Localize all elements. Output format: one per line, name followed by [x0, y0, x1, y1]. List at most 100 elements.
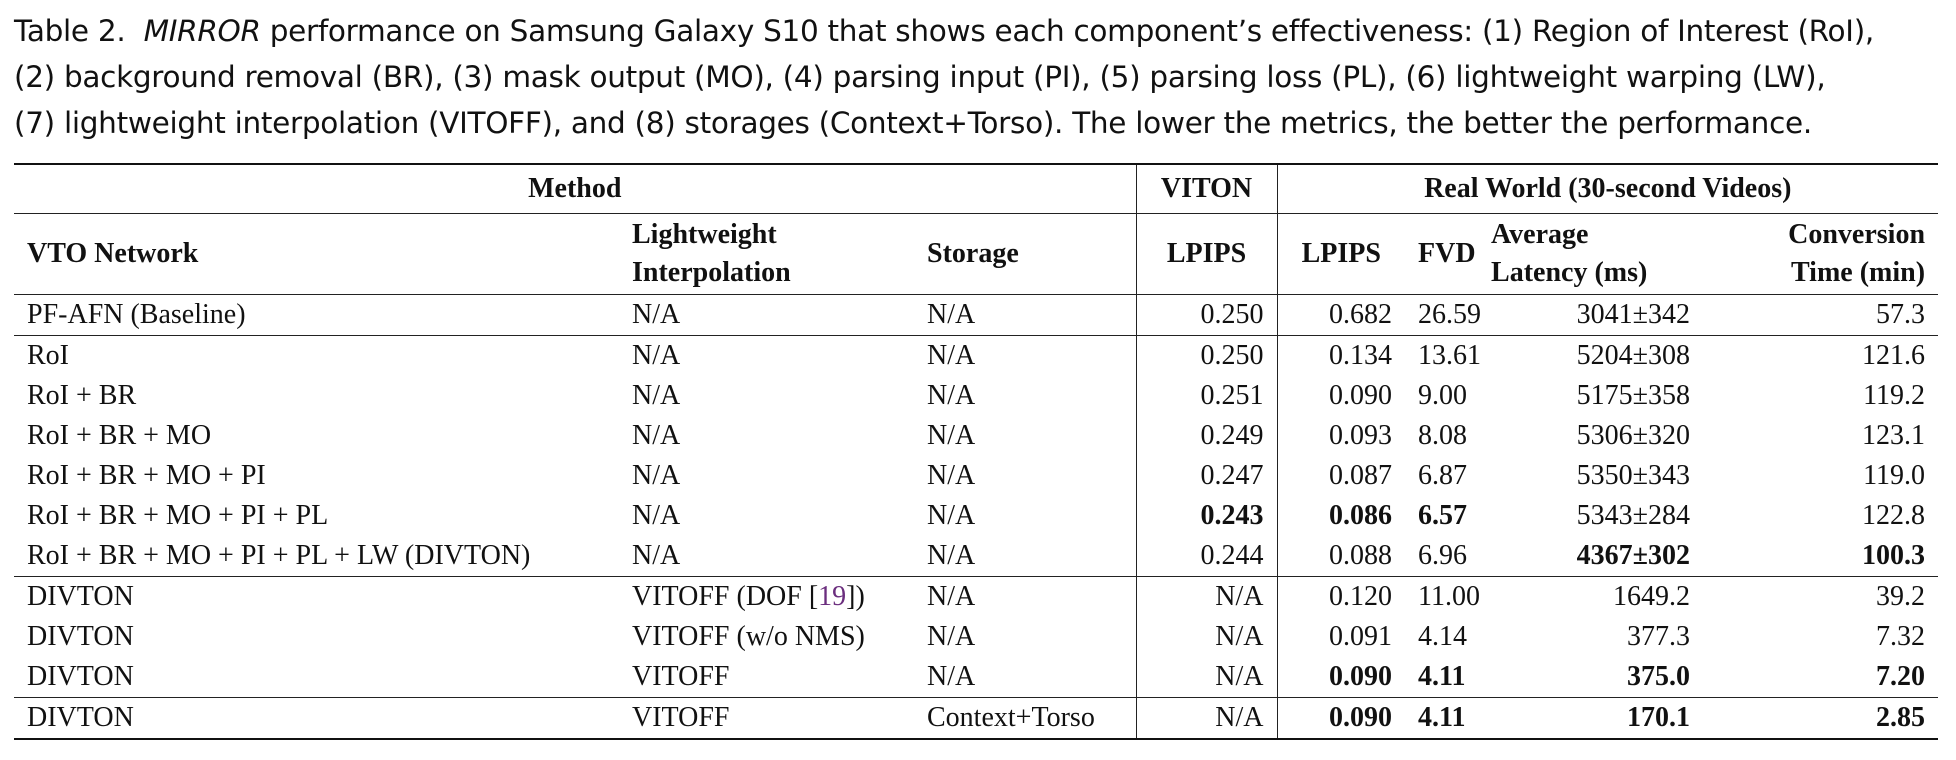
cell-real-lpips: 0.086 [1329, 500, 1393, 531]
cell-fvd: 6.57 [1418, 500, 1468, 531]
cell-conversion-time: 2.85 [1703, 697, 1939, 740]
col-conversion-time: Conversion Time (min) [1703, 213, 1939, 295]
cell-vto-network: DIVTON [27, 661, 134, 692]
group-method-header: Method [14, 163, 1137, 214]
cell-storage: N/A [914, 576, 1137, 617]
cell-interpolation: N/A [619, 294, 914, 336]
cell-fvd: 11.00 [1405, 576, 1480, 617]
cell-real-lpips: 0.087 [1329, 460, 1393, 491]
cell-fvd: 8.08 [1418, 420, 1468, 451]
table-row: DIVTON VITOFF (w/o NMS) N/A N/A 0.091 4.… [14, 617, 1938, 657]
cell-latency: 4367±302 [1576, 540, 1691, 571]
cell-conversion-time: 121.6 [1703, 335, 1939, 376]
cell-interpolation: N/A [632, 420, 681, 451]
cell-conversion-time: 123.1 [1862, 420, 1926, 451]
cell-real-lpips: 0.134 [1277, 335, 1406, 376]
cell-storage: N/A [914, 496, 1137, 536]
cell-conversion-time: 119.2 [1863, 380, 1926, 411]
cell-fvd: 4.14 [1418, 621, 1468, 652]
cell-vto-network: RoI + BR + MO + PI [27, 460, 266, 491]
cell-storage: N/A [914, 456, 1137, 496]
cell-interpolation: N/A [619, 335, 914, 376]
cell-fvd: 6.87 [1418, 460, 1468, 491]
cell-real-lpips: 0.682 [1277, 294, 1406, 336]
header-group-row: Method VITON Real World (30-second Video… [14, 163, 1939, 214]
cell-latency: 5350±343 [1576, 460, 1691, 491]
caption-system-name: MIRROR [143, 14, 261, 48]
col-real-lpips: LPIPS [1277, 213, 1406, 295]
cell-fvd: 4.11 [1418, 661, 1466, 692]
results-table: Method VITON Real World (30-second Video… [14, 163, 1939, 740]
cell-vto-network: DIVTON [14, 697, 619, 740]
col-average-latency: Average Latency (ms) [1478, 213, 1704, 295]
cell-interpolation: VITOFF [619, 697, 914, 740]
cell-real-lpips: 0.090 [1329, 380, 1393, 411]
caption-line-1: Table 2. MIRROR performance on Samsung G… [14, 8, 1944, 54]
cell-conversion-time: 7.20 [1876, 661, 1926, 692]
cell-interpolation: N/A [632, 540, 681, 571]
cell-vto-network: PF-AFN (Baseline) [14, 294, 619, 336]
caption-text-1: performance on Samsung Galaxy S10 that s… [260, 14, 1875, 48]
caption-label: Table 2. [14, 14, 126, 48]
cell-interpolation: N/A [632, 380, 681, 411]
cell-latency: 1649.2 [1478, 576, 1704, 617]
header-column-row: VTO Network Lightweight Interpolation Sto… [14, 213, 1939, 295]
cell-storage: N/A [914, 617, 1137, 657]
cell-storage: N/A [914, 536, 1137, 577]
cell-vto-network: RoI + BR + MO + PI + PL + LW (DIVTON) [27, 540, 531, 571]
cell-viton-lpips: 0.249 [1136, 416, 1278, 456]
col-storage: Storage [914, 213, 1137, 295]
table-caption: Table 2. MIRROR performance on Samsung G… [14, 8, 1944, 146]
cell-interpolation: VITOFF [632, 661, 730, 692]
cell-fvd: 13.61 [1405, 335, 1481, 376]
group-viton-header: VITON [1136, 163, 1278, 214]
cell-interpolation: N/A [632, 500, 681, 531]
cell-conversion-time: 122.8 [1862, 500, 1926, 531]
cell-interpolation: N/A [632, 460, 681, 491]
table-row: RoI + BR + MO + PI + PL + LW (DIVTON) N/… [14, 536, 1938, 577]
cell-viton-lpips: 0.247 [1136, 456, 1278, 496]
cell-fvd: 6.96 [1418, 540, 1468, 571]
col-vto-network: VTO Network [14, 213, 619, 295]
caption-line-3: (7) lightweight interpolation (VITOFF), … [14, 106, 1812, 140]
cell-viton-lpips: N/A [1136, 657, 1278, 698]
table-row: RoI + BR + MO N/A N/A 0.249 0.093 8.08 5… [14, 416, 1938, 456]
cell-viton-lpips: 0.244 [1136, 536, 1278, 577]
cell-conversion-time: 39.2 [1703, 576, 1939, 617]
cell-vto-network: RoI + BR + MO + PI + PL [27, 500, 329, 531]
cell-fvd: 26.59 [1405, 294, 1481, 336]
cell-vto-network: RoI [14, 335, 619, 376]
cell-latency: 5175±358 [1576, 380, 1691, 411]
cell-viton-lpips: N/A [1136, 576, 1278, 617]
cell-latency: 5306±320 [1576, 420, 1691, 451]
cell-conversion-time: 119.0 [1863, 460, 1926, 491]
table-row: RoI + BR + MO + PI N/A N/A 0.247 0.087 6… [14, 456, 1938, 496]
cell-interpolation: VITOFF (DOF [19]) [619, 576, 914, 617]
cell-fvd: 9.00 [1418, 380, 1468, 411]
group-real-world-header: Real World (30-second Videos) [1277, 163, 1939, 214]
citation-link[interactable]: 19 [818, 581, 847, 612]
cell-fvd: 4.11 [1405, 697, 1479, 740]
cell-vto-network: RoI + BR + MO [27, 420, 212, 451]
cell-vto-network: DIVTON [27, 621, 134, 652]
cell-conversion-time: 7.32 [1876, 621, 1926, 652]
cell-latency: 5343±284 [1576, 500, 1691, 531]
table-row: RoI + BR N/A N/A 0.251 0.090 9.00 5175±3… [14, 376, 1938, 416]
cell-latency: 170.1 [1478, 697, 1704, 740]
col-fvd: FVD [1405, 213, 1479, 295]
cell-real-lpips: 0.090 [1329, 661, 1393, 692]
cell-viton-lpips: 0.250 [1136, 294, 1278, 336]
table-row: RoI N/A N/A 0.250 0.134 13.61 5204±308 1… [14, 335, 1939, 376]
cell-real-lpips: 0.120 [1277, 576, 1406, 617]
col-viton-lpips: LPIPS [1136, 213, 1278, 295]
cell-latency: 375.0 [1627, 661, 1691, 692]
cell-real-lpips: 0.090 [1277, 697, 1406, 740]
cell-real-lpips: 0.091 [1329, 621, 1393, 652]
col-lightweight-interpolation: Lightweight Interpolation [619, 213, 914, 295]
cell-storage: N/A [914, 335, 1137, 376]
cell-viton-lpips: N/A [1136, 697, 1278, 740]
cell-vto-network: RoI + BR [27, 380, 137, 411]
cell-storage: N/A [914, 376, 1137, 416]
cell-latency: 377.3 [1627, 621, 1691, 652]
cell-interpolation: VITOFF (w/o NMS) [632, 621, 865, 652]
